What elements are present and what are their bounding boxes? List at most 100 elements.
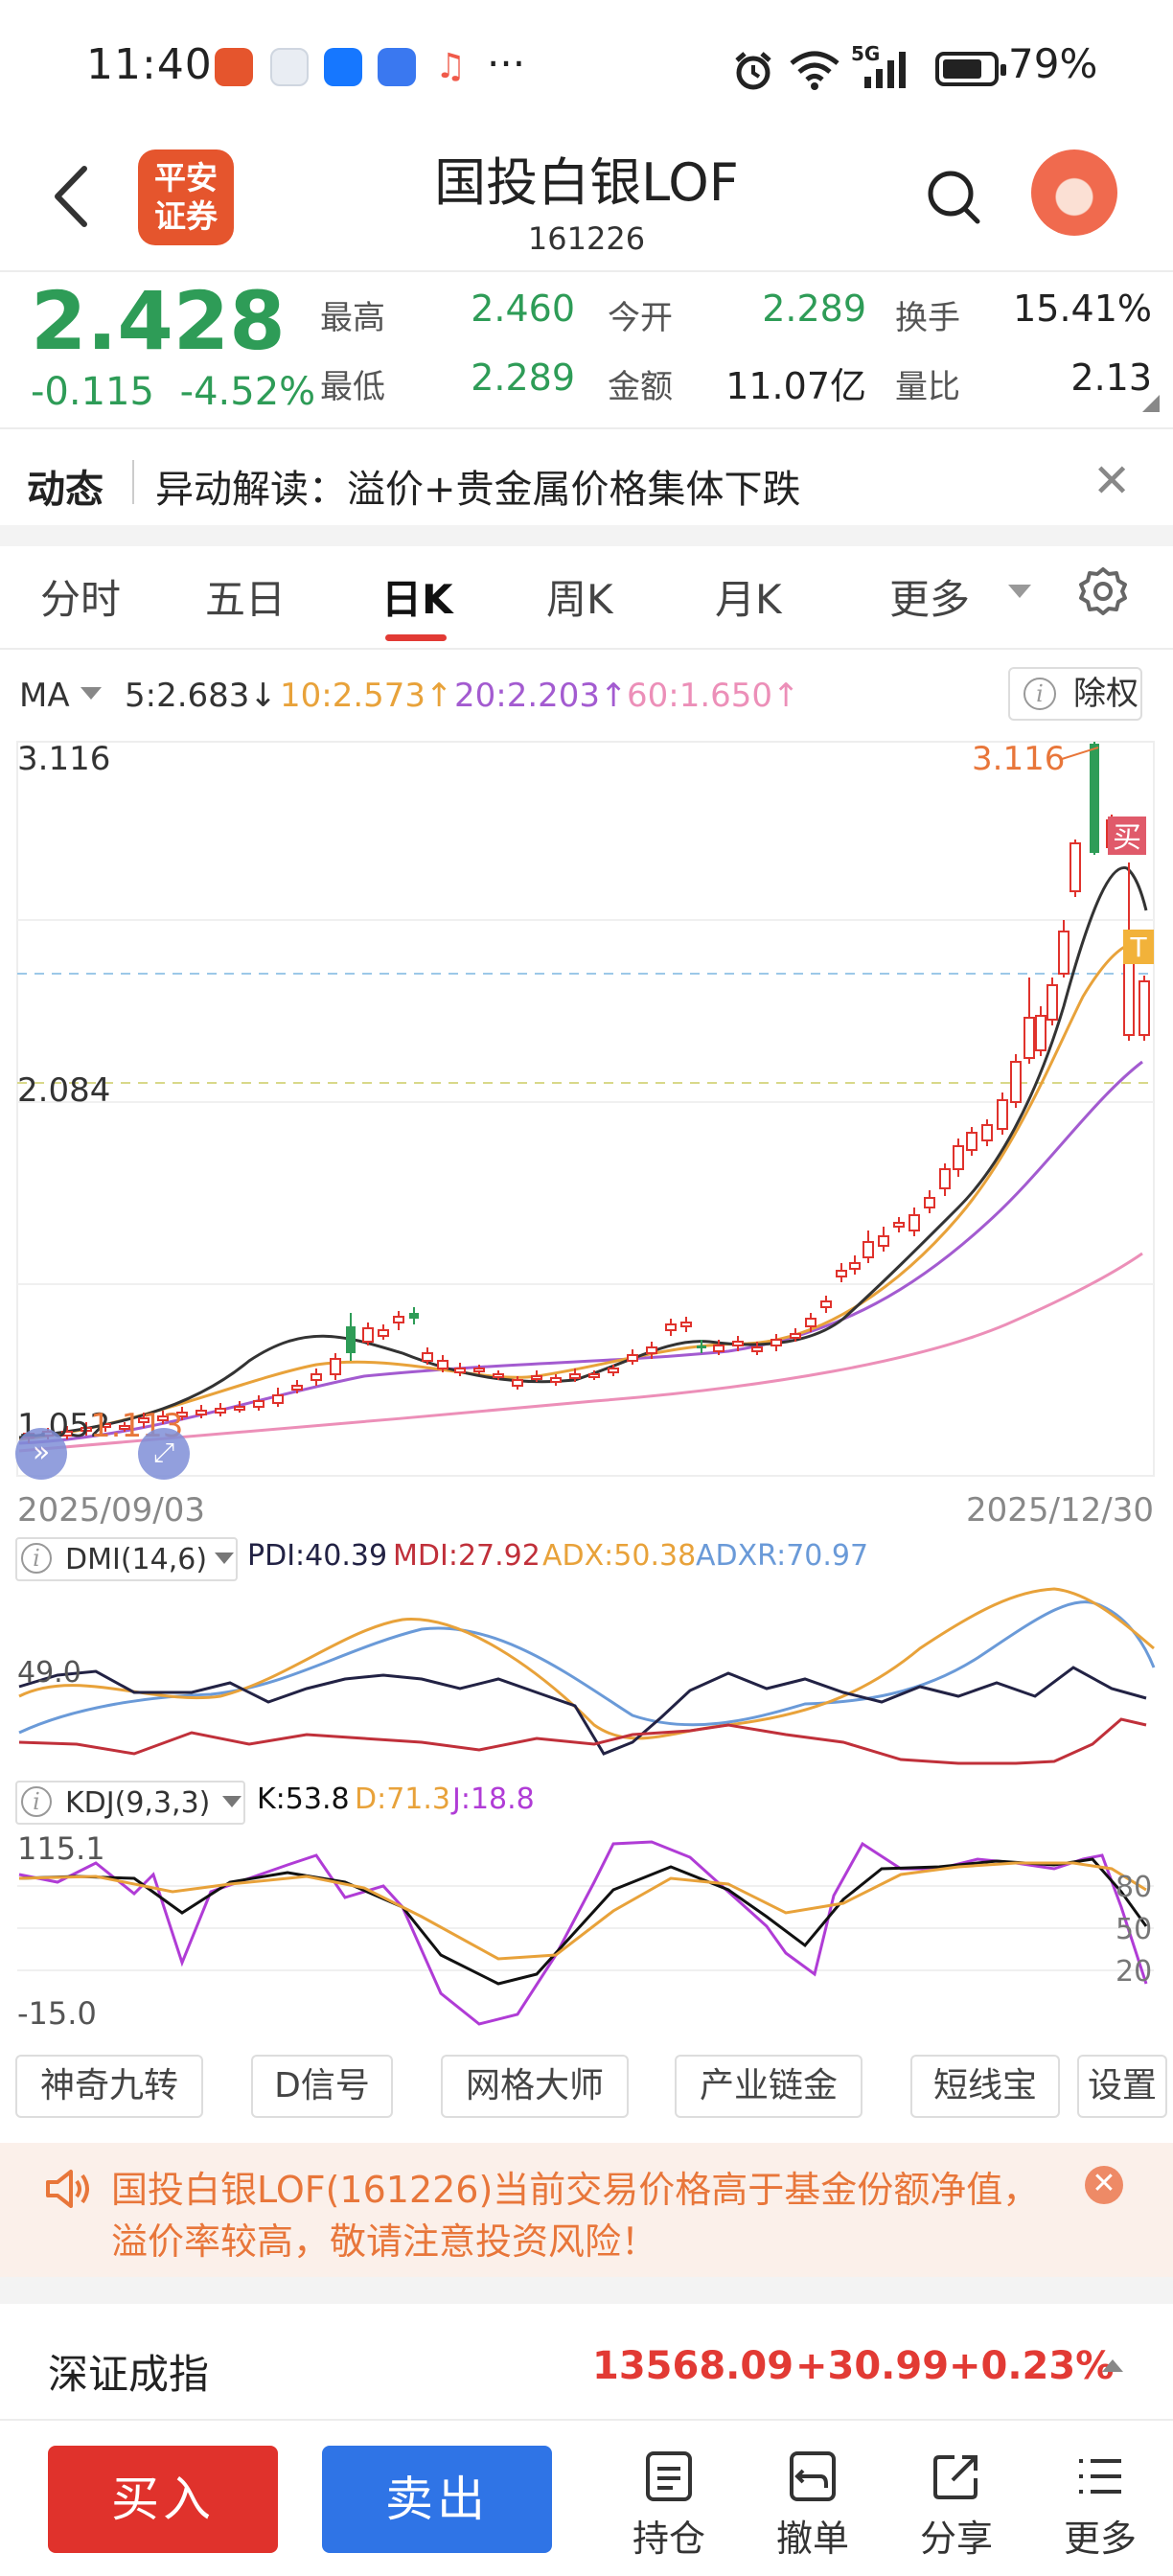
premium-warning-banner: 国投白银LOF(161226)当前交易价格高于基金份额净值，溢价率较高，敬请注意… <box>0 2143 1173 2277</box>
kline-y-top: 3.116 <box>17 740 111 778</box>
stat-label-amount: 金额 <box>608 368 673 406</box>
chevron-down-icon <box>222 1796 242 1807</box>
stat-label-turnover: 换手 <box>895 299 960 337</box>
candle-body <box>196 1410 207 1415</box>
back-arrow-icon[interactable] <box>50 163 92 230</box>
wifi-icon <box>790 51 840 90</box>
index-change: +30.99 <box>795 2344 950 2388</box>
kline-chart[interactable]: 买 T <box>0 738 1173 2041</box>
candle-body <box>1090 744 1099 853</box>
candle-body <box>849 1262 861 1270</box>
chevron-up-icon[interactable] <box>1102 2359 1123 2372</box>
dmi-adx: ADX:50.38 <box>542 1539 697 1573</box>
index-value: 13568.09 <box>592 2344 794 2388</box>
fund-title: 国投白银LOF <box>434 152 739 213</box>
ma60-line <box>18 1252 1143 1453</box>
ex-rights-button[interactable]: i 除权 <box>1008 667 1142 721</box>
candle-body <box>1046 984 1058 1021</box>
tab-intraday[interactable]: 分时 <box>40 576 122 623</box>
candle-body <box>409 1313 419 1319</box>
scroll-left-button[interactable]: » <box>15 1428 67 1480</box>
stat-value-turnover: 15.41% <box>1013 288 1152 330</box>
candle-body <box>234 1406 245 1411</box>
tool-grid-master[interactable]: 网格大师 <box>441 2055 629 2118</box>
battery-level: 79% <box>1008 40 1098 87</box>
candle-body <box>272 1394 284 1404</box>
candle-body <box>1123 957 1135 1036</box>
candle-body <box>1070 842 1081 892</box>
tool-industry-chain[interactable]: 产业链金 <box>675 2055 862 2118</box>
candle-body <box>512 1379 523 1387</box>
candle-body <box>862 1241 874 1258</box>
broker-logo: 平安 证券 <box>138 150 234 245</box>
t-signal-tag-label: T <box>1129 932 1147 963</box>
candle-body <box>310 1373 322 1381</box>
document-icon <box>646 2451 692 2501</box>
tab-five-day[interactable]: 五日 <box>205 576 287 623</box>
candle-body <box>157 1415 169 1421</box>
kdj-d: D:71.3 <box>355 1782 451 1816</box>
tool-d-signal[interactable]: D信号 <box>251 2055 393 2118</box>
tool-magic-nine[interactable]: 神奇九转 <box>15 2055 203 2118</box>
candle-body <box>588 1373 600 1378</box>
candle-body <box>608 1368 619 1373</box>
fullscreen-button[interactable]: ⤢ <box>138 1428 190 1480</box>
more-notifications: ··· <box>487 40 526 87</box>
gear-icon[interactable] <box>1077 565 1129 617</box>
ma-chevron-down-icon[interactable] <box>80 687 102 700</box>
index-name: 深证成指 <box>48 2351 210 2398</box>
expand-corner-icon[interactable] <box>1142 395 1160 412</box>
chevron-down-icon[interactable] <box>1008 585 1031 598</box>
close-icon[interactable]: ✕ <box>1092 454 1132 508</box>
stat-value-amount: 11.07亿 <box>725 365 866 407</box>
kdj-level-20: 20 <box>1116 1955 1153 1989</box>
kdj-bottom: -15.0 <box>17 1995 97 2032</box>
pingan-app-icon <box>215 48 253 86</box>
candle-body <box>454 1368 466 1373</box>
tab-monthly-k[interactable]: 月K <box>715 576 782 623</box>
sell-button[interactable]: 卖出 <box>322 2446 552 2553</box>
kdj-level-80: 80 <box>1116 1871 1153 1904</box>
stat-label-volume-ratio: 量比 <box>895 368 960 406</box>
candle-body <box>550 1377 562 1383</box>
candle-body <box>176 1412 188 1417</box>
candle-body <box>1035 1015 1046 1051</box>
kdj-k: K:53.8 <box>257 1782 350 1816</box>
kline-start-date: 2025/09/03 <box>17 1491 205 1530</box>
tab-more[interactable]: 更多 <box>889 576 971 623</box>
candle-body <box>362 1327 374 1343</box>
ma5-value: 5:2.683↓ <box>125 677 277 715</box>
app-market-icon <box>378 48 416 86</box>
kdj-selector[interactable]: i KDJ(9,3,3) <box>15 1781 245 1825</box>
close-icon[interactable]: ✕ <box>1085 2166 1123 2204</box>
candle-body <box>346 1326 356 1353</box>
speaker-icon <box>46 2170 89 2208</box>
dmi-pdi-line <box>18 1666 1147 1756</box>
nav-cancel-order[interactable]: 撤单 <box>755 2450 870 2564</box>
alipay-icon <box>324 48 362 86</box>
candle-body <box>751 1346 763 1352</box>
nav-positions[interactable]: 持仓 <box>611 2450 726 2564</box>
candle-body <box>422 1352 433 1362</box>
assistant-avatar[interactable] <box>1031 150 1117 236</box>
dmi-selector[interactable]: i DMI(14,6) <box>15 1537 238 1581</box>
search-icon[interactable] <box>926 169 983 226</box>
stat-label-high: 最高 <box>320 299 385 337</box>
tab-daily-k[interactable]: 日K <box>381 576 453 623</box>
vpn-app-icon <box>270 48 309 86</box>
candle-body <box>665 1323 677 1331</box>
news-headline[interactable]: 异动解读：溢价+贵金属价格集体下跌 <box>155 468 801 512</box>
ma20-line <box>18 1060 1143 1445</box>
kdj-k-line <box>18 1857 1148 1986</box>
nav-more[interactable]: 更多 <box>1043 2450 1158 2564</box>
tool-settings[interactable]: 设置 <box>1077 2055 1167 2118</box>
nav-share[interactable]: 分享 <box>899 2450 1014 2564</box>
buy-button[interactable]: 买入 <box>48 2446 278 2553</box>
current-price: 2.428 <box>31 274 286 368</box>
kdj-d-line <box>18 1861 1147 1961</box>
alarm-icon <box>735 52 771 90</box>
candle-body <box>138 1417 150 1423</box>
tool-short-term[interactable]: 短线宝 <box>910 2055 1060 2118</box>
tab-weekly-k[interactable]: 周K <box>546 576 613 623</box>
ma-label[interactable]: MA <box>19 677 70 715</box>
